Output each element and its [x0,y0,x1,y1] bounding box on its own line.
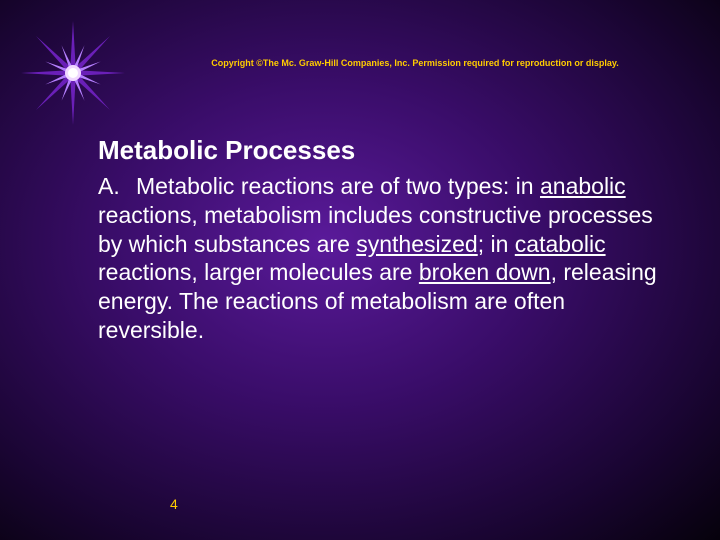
copyright-text: Copyright ©The Mc. Graw-Hill Companies, … [170,58,660,68]
outline-label: A. [98,172,136,201]
slide-title: Metabolic Processes [98,135,660,166]
starburst-icon [18,18,128,128]
body-u2: synthesized [356,231,477,257]
body-seg1: Metabolic reactions are of two types: in [136,173,540,199]
body-u3: catabolic [515,231,606,257]
slide-container: Copyright ©The Mc. Graw-Hill Companies, … [0,0,720,540]
content-block: Metabolic Processes A.Metabolic reaction… [98,135,660,345]
page-number: 4 [170,496,178,512]
body-text: A.Metabolic reactions are of two types: … [98,172,660,345]
body-u4: broken down [419,259,551,285]
body-seg3: ; in [478,231,515,257]
body-seg4: reactions, larger molecules are [98,259,419,285]
body-u1: anabolic [540,173,626,199]
